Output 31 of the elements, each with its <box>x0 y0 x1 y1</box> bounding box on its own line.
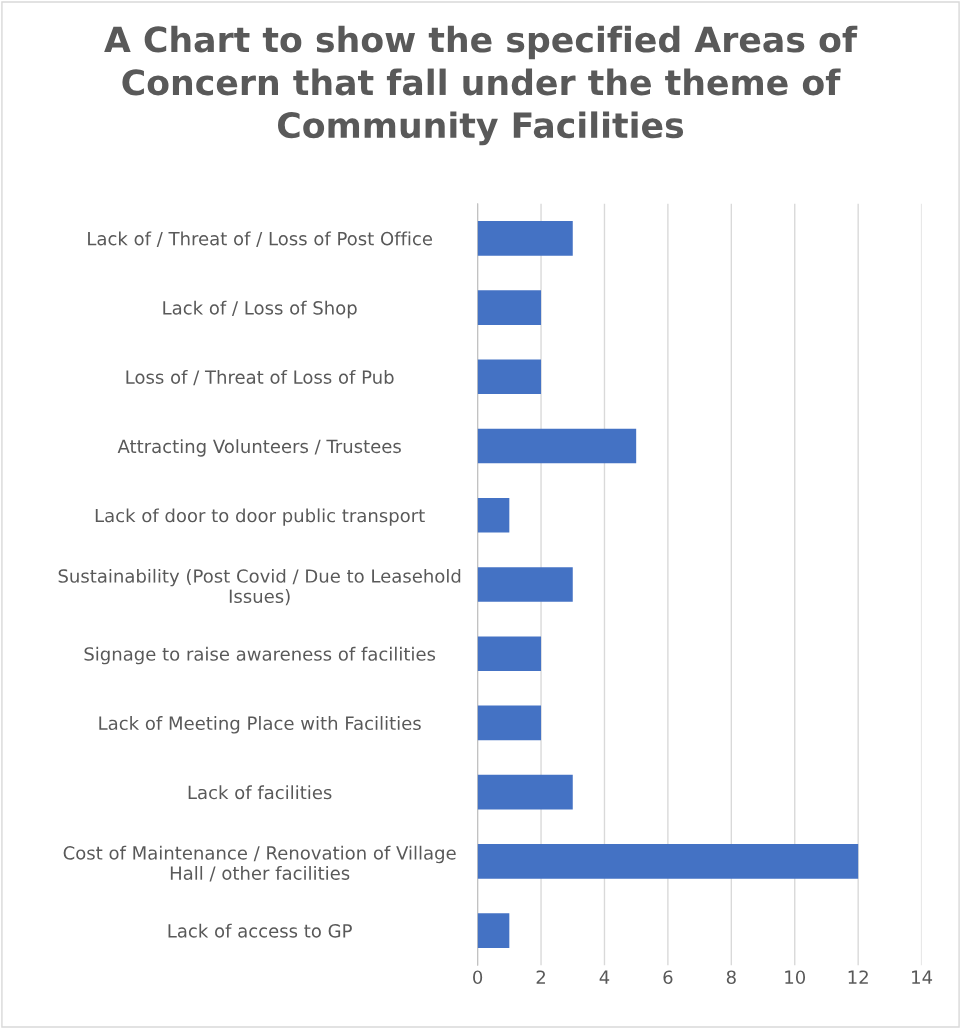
bar <box>477 636 542 671</box>
bar <box>477 428 637 464</box>
x-tick-label: 2 <box>536 970 545 984</box>
y-tick-label: Lack of facilities <box>188 785 332 800</box>
x-tick-label: 0 <box>473 970 483 985</box>
bar <box>477 290 542 325</box>
y-tick-label: Attracting Volunteers / Trustees <box>117 439 401 457</box>
bar <box>477 567 573 602</box>
y-tick-label: Lack of / Threat of / Loss of Post Office <box>88 231 432 247</box>
chart-title: A Chart to show the specified Areas of Concern that fall under the theme of Community Facilities <box>104 25 858 146</box>
x-tick-label: 4 <box>599 970 610 984</box>
y-tick-label: Lack of access to GP <box>168 923 352 938</box>
bar <box>477 774 573 810</box>
x-tick-label: 8 <box>726 970 736 985</box>
y-tick-label: Cost of Maintenance / Renovation of Village Hall / other facilities <box>63 845 456 882</box>
x-tick-label: 10 <box>785 970 806 985</box>
x-tick-label: 12 <box>848 970 868 984</box>
y-tick-label: Lack of Meeting Place with Facilities <box>99 716 421 734</box>
bar <box>477 221 573 256</box>
bar <box>477 497 510 533</box>
y-tick-label: Lack of door to door public transport <box>95 508 425 526</box>
bar <box>477 844 859 879</box>
bar <box>477 705 542 741</box>
y-tick-label: Signage to raise awareness of facilities <box>84 646 436 665</box>
y-tick-label: Sustainability (Post Covid / Due to Leasehold Issues) <box>58 568 461 606</box>
x-tick-label: 6 <box>663 970 673 985</box>
bar <box>477 913 510 948</box>
y-tick-label: Loss of / Threat of Loss of Pub <box>126 369 394 386</box>
bar <box>477 359 542 395</box>
y-tick-label: Lack of / Loss of Shop <box>163 300 357 319</box>
x-tick-label: 14 <box>912 970 933 984</box>
